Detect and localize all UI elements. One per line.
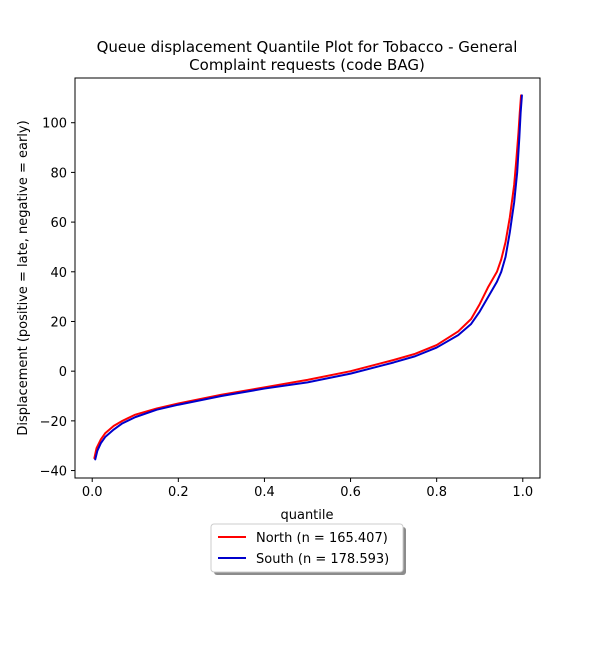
series-line-south — [94, 94, 523, 461]
x-tick-label: 0.6 — [340, 485, 361, 500]
x-tick-label: 1.0 — [512, 485, 533, 500]
y-tick-label: −40 — [40, 465, 67, 480]
legend-box — [210, 523, 404, 573]
chart-title-line-1: Queue displacement Quantile Plot for Tob… — [97, 38, 518, 56]
x-tick-label: 0.2 — [168, 485, 189, 500]
y-axis-label: Displacement (positive = late, negative … — [16, 120, 31, 435]
y-tick-label: 20 — [50, 315, 67, 330]
y-tick-label: 40 — [50, 266, 67, 281]
legend-label-south: South (n = 178.593) — [256, 552, 389, 567]
chart-title-line-2: Complaint requests (code BAG) — [189, 56, 425, 74]
plot-area: 0.0 0.2 0.4 0.6 0.8 1.0 −40 −20 0 20 40 60 80 100 — [40, 94, 533, 500]
legend: North (n = 165.407) South (n = 178.593) — [210, 523, 406, 575]
x-tick-label: 0.8 — [426, 485, 447, 500]
plot-frame — [74, 77, 541, 479]
legend-label-north: North (n = 165.407) — [256, 531, 388, 546]
y-tick-label: 0 — [59, 365, 67, 380]
y-tick-label: −20 — [40, 415, 67, 430]
y-tick-label: 100 — [42, 117, 67, 132]
y-tick-label: 80 — [50, 166, 67, 181]
x-tick-label: 0.4 — [254, 485, 275, 500]
y-tick-label: 60 — [50, 216, 67, 231]
x-axis-label: quantile — [280, 508, 333, 523]
x-tick-label: 0.0 — [82, 485, 103, 500]
series-line-north — [93, 94, 523, 460]
